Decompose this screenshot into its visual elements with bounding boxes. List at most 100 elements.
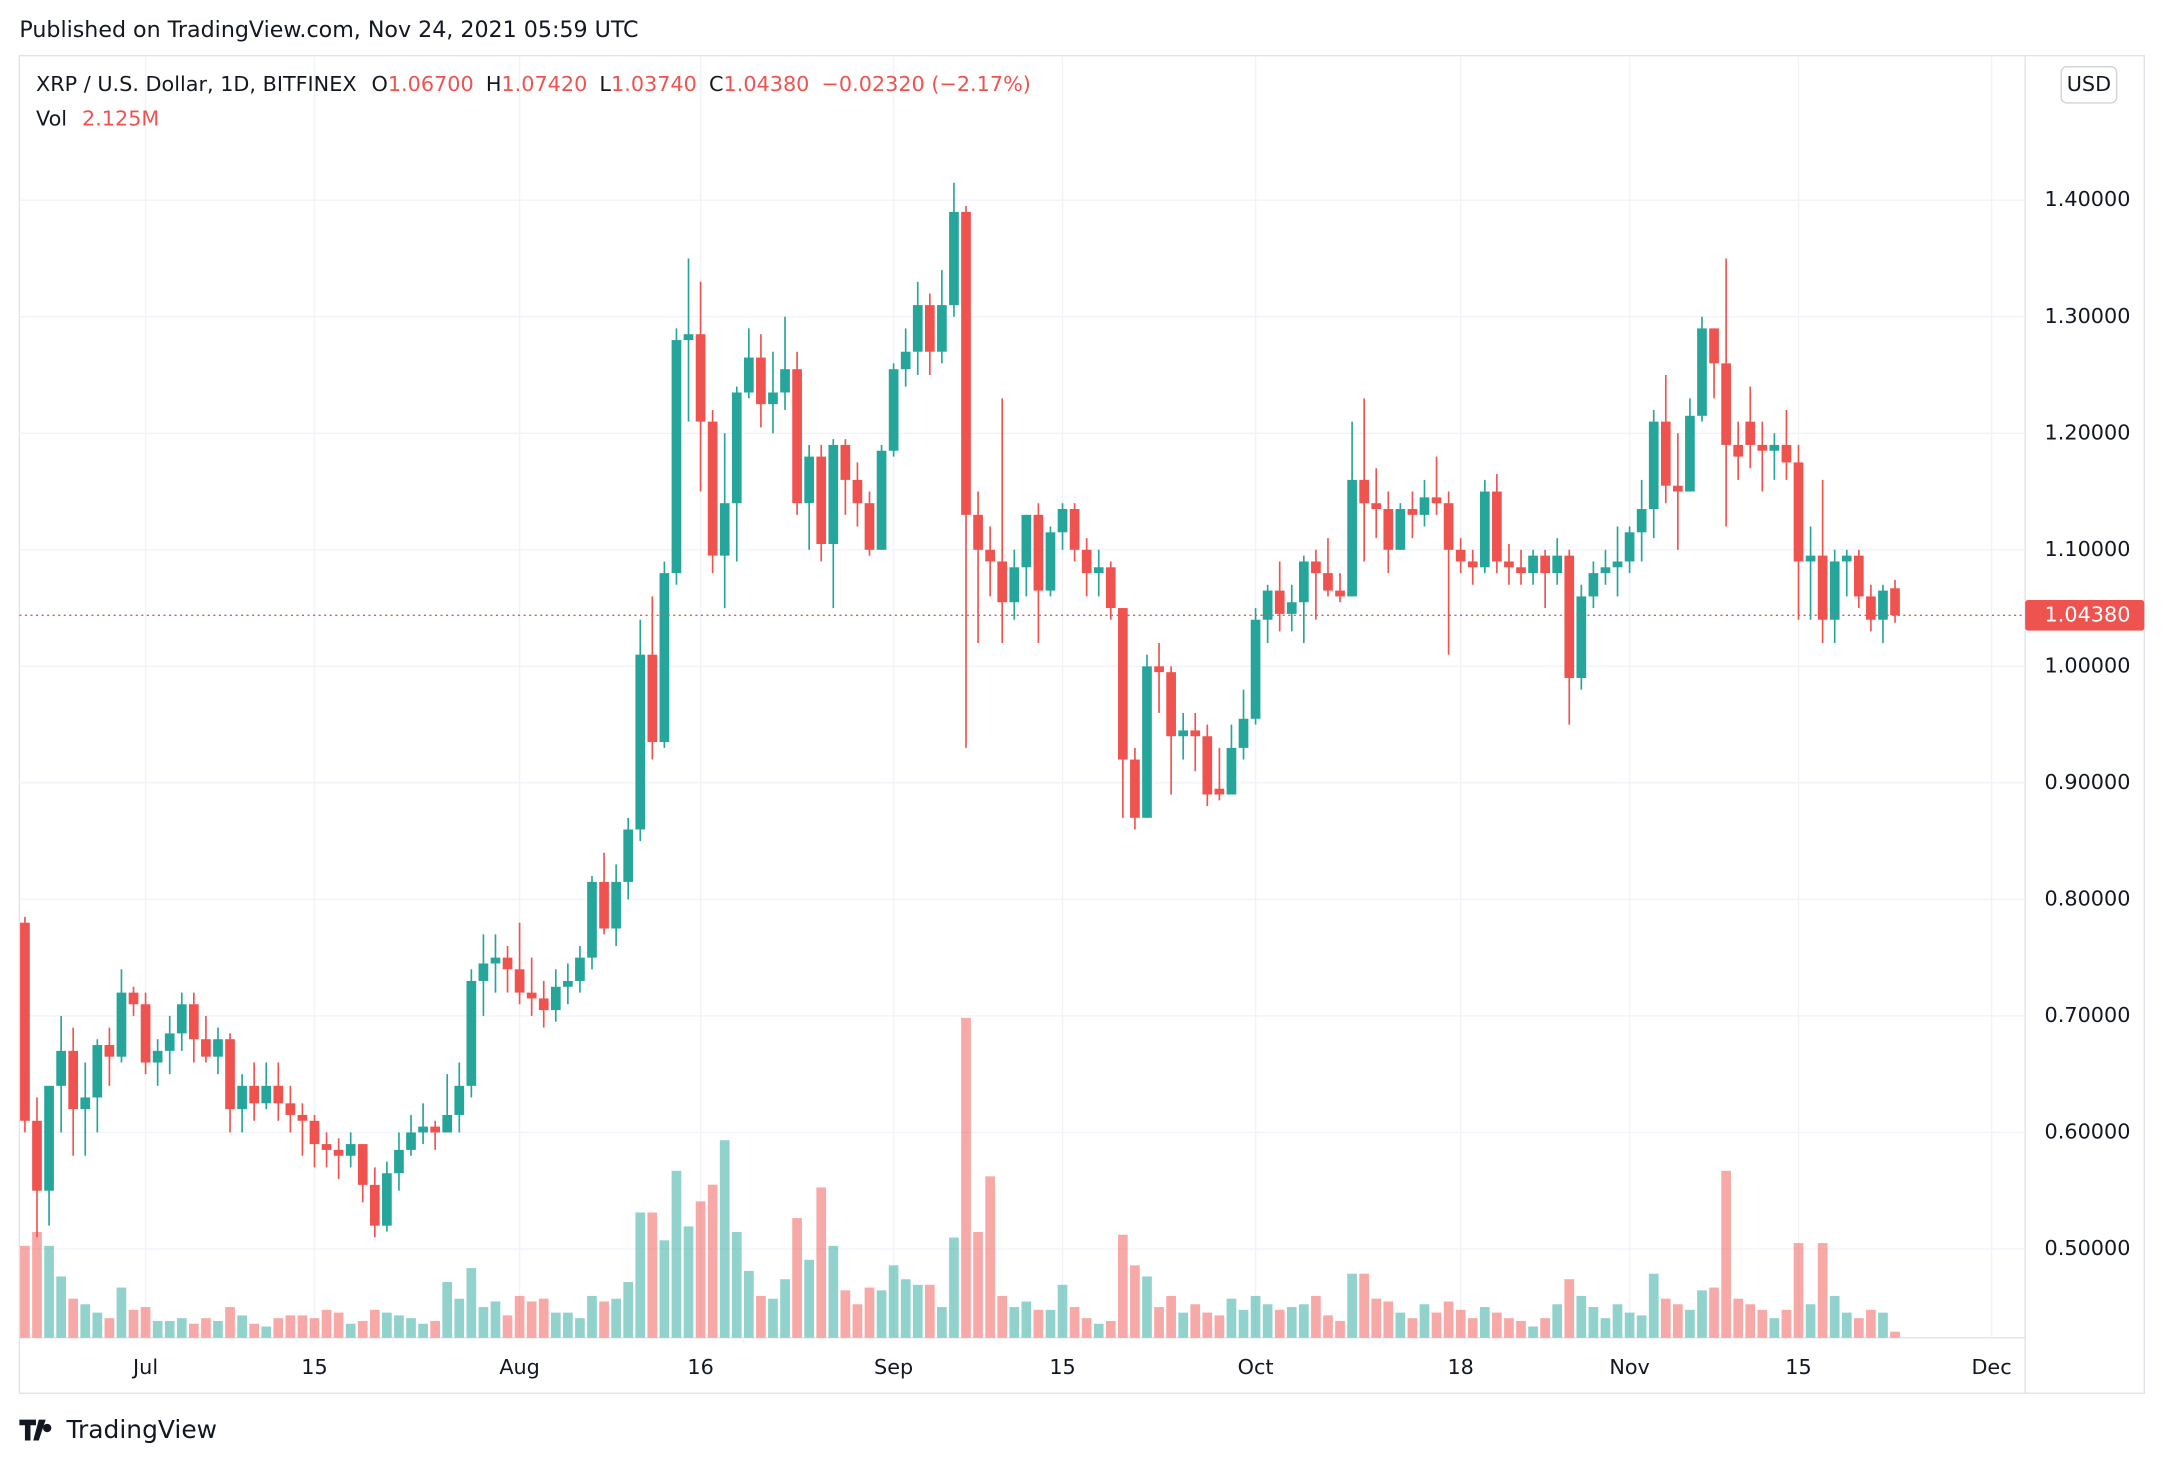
candle-body bbox=[1467, 561, 1478, 568]
volume-bar bbox=[973, 1231, 983, 1338]
volume-bar bbox=[1093, 1323, 1104, 1338]
volume-bar bbox=[1274, 1309, 1285, 1338]
candle-body bbox=[611, 881, 621, 929]
candle-body bbox=[430, 1126, 440, 1133]
volume-bar bbox=[1262, 1304, 1273, 1338]
candle-body bbox=[1805, 555, 1816, 562]
volume-bar bbox=[647, 1212, 658, 1338]
volume-bar bbox=[1697, 1290, 1707, 1338]
candle-body bbox=[261, 1085, 272, 1104]
volume-bar bbox=[394, 1315, 404, 1338]
volume-bar bbox=[563, 1312, 573, 1338]
volume-bar bbox=[1504, 1318, 1514, 1338]
candle-body bbox=[1564, 555, 1575, 678]
candle-body bbox=[1202, 736, 1213, 795]
volume-bar bbox=[695, 1201, 706, 1338]
volume-bar bbox=[116, 1287, 127, 1338]
candle-body bbox=[1479, 491, 1490, 568]
volume-bar bbox=[1395, 1312, 1406, 1338]
candle-body bbox=[68, 1050, 79, 1110]
volume-bar bbox=[1311, 1295, 1321, 1338]
volume-bar bbox=[876, 1290, 887, 1338]
volume-bar bbox=[1298, 1304, 1309, 1338]
volume-bar bbox=[1467, 1318, 1478, 1338]
volume-value: 2.125M bbox=[82, 107, 159, 131]
volume-bar bbox=[430, 1320, 440, 1338]
volume-bar bbox=[888, 1265, 899, 1338]
volume-bar bbox=[719, 1140, 730, 1338]
candle-body bbox=[1576, 596, 1587, 678]
candle-body bbox=[490, 957, 501, 964]
candle-body bbox=[321, 1144, 332, 1150]
candle-body bbox=[1021, 514, 1032, 568]
candle-body bbox=[176, 1004, 187, 1034]
candle-body bbox=[659, 573, 670, 743]
candle-body bbox=[1069, 509, 1080, 550]
candle-body bbox=[1118, 608, 1128, 760]
candle-body bbox=[502, 957, 513, 970]
candle-body bbox=[1636, 509, 1647, 533]
candle-body bbox=[852, 479, 863, 504]
candle-body bbox=[1226, 747, 1237, 795]
low-value: 1.03740 bbox=[611, 72, 697, 96]
volume-bar bbox=[852, 1304, 863, 1338]
volume-bar bbox=[599, 1301, 609, 1338]
candle-body bbox=[1745, 421, 1756, 445]
candle-body bbox=[309, 1120, 320, 1145]
candle-body bbox=[623, 829, 634, 882]
plot bbox=[19, 182, 2026, 1338]
volume-bar bbox=[128, 1309, 139, 1338]
currency-label[interactable]: USD bbox=[2067, 72, 2111, 96]
published-note: Published on TradingView.com, Nov 24, 20… bbox=[19, 17, 638, 43]
candle-body bbox=[997, 561, 1008, 603]
candle-body bbox=[1093, 567, 1104, 574]
candle-body bbox=[1262, 590, 1273, 620]
volume-bar bbox=[1009, 1307, 1020, 1338]
volume-bar bbox=[1552, 1304, 1563, 1338]
volume-bar bbox=[261, 1326, 272, 1338]
candle-body bbox=[731, 392, 742, 504]
volume-bar bbox=[104, 1318, 115, 1338]
candle-body bbox=[1829, 561, 1840, 620]
candle-body bbox=[671, 340, 682, 574]
volume-bar bbox=[1817, 1243, 1828, 1338]
candle-body bbox=[382, 1173, 392, 1226]
candle-body bbox=[538, 998, 549, 1011]
volume-bar bbox=[1202, 1312, 1213, 1338]
volume-bar bbox=[1540, 1318, 1550, 1338]
candle-body bbox=[587, 881, 597, 958]
currency-badge[interactable] bbox=[2060, 66, 2118, 104]
volume-bar bbox=[92, 1312, 103, 1338]
volume-bar bbox=[1636, 1315, 1647, 1338]
candle-body bbox=[201, 1039, 211, 1057]
candle-body bbox=[213, 1039, 223, 1057]
x-tick-label: Jul bbox=[131, 1355, 158, 1379]
volume-bar bbox=[478, 1307, 489, 1338]
volume-bar bbox=[1069, 1307, 1080, 1338]
candle-body bbox=[1878, 590, 1888, 620]
volume-bar bbox=[188, 1323, 199, 1338]
volume-bar bbox=[1407, 1318, 1418, 1338]
candle-body bbox=[840, 444, 851, 480]
candle-body bbox=[792, 369, 802, 504]
x-tick-label: 16 bbox=[687, 1355, 713, 1379]
volume-bar bbox=[949, 1237, 959, 1338]
candle-body bbox=[768, 392, 778, 405]
y-tick-label: 0.50000 bbox=[2045, 1236, 2131, 1260]
candle-body bbox=[164, 1033, 175, 1051]
candle-body bbox=[357, 1144, 368, 1185]
candle-body bbox=[828, 444, 839, 544]
volume-bar bbox=[768, 1298, 778, 1338]
candle-body bbox=[937, 305, 947, 352]
last-price-badge bbox=[2025, 599, 2145, 631]
volume-bar bbox=[840, 1290, 851, 1338]
candle-body bbox=[128, 992, 139, 1005]
volume-bar bbox=[1286, 1307, 1297, 1338]
candle-body bbox=[961, 211, 971, 515]
volume-bar bbox=[1612, 1304, 1623, 1338]
candle-body bbox=[1286, 602, 1297, 614]
candle-body bbox=[563, 980, 573, 987]
volume-bar bbox=[1878, 1312, 1888, 1338]
volume-bar bbox=[152, 1320, 163, 1338]
